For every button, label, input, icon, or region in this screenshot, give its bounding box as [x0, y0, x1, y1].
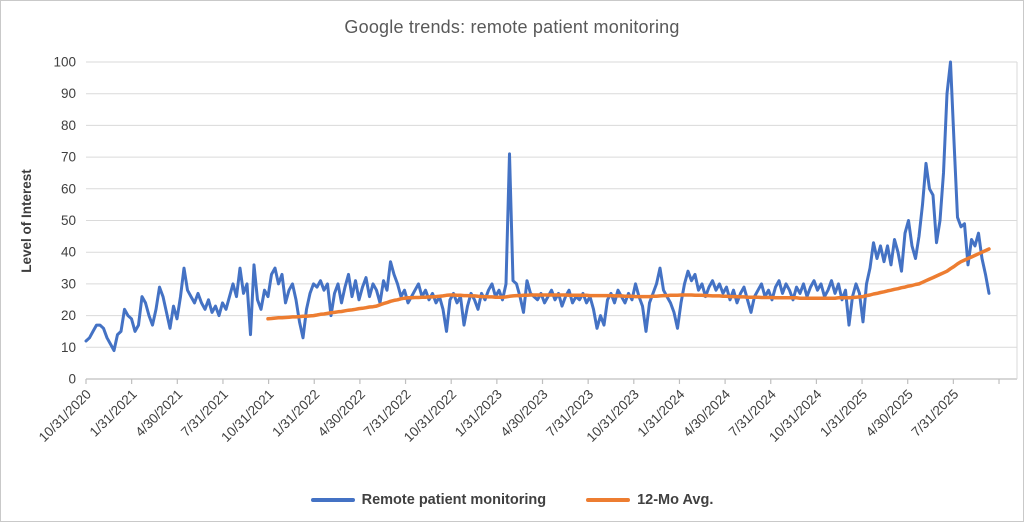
x-tick-label: 4/30/2025: [863, 387, 916, 440]
legend-label: 12-Mo Avg.: [637, 492, 714, 508]
y-tick-label: 80: [61, 118, 76, 133]
y-tick-label: 60: [61, 181, 76, 196]
y-tick-label: 30: [61, 276, 76, 291]
x-tick-label: 10/31/2020: [36, 387, 94, 445]
chart-legend: Remote patient monitoring 12-Mo Avg.: [1, 492, 1023, 508]
x-tick-label: 1/31/2023: [452, 387, 505, 440]
series-line-remote-patient-monitoring: [84, 60, 991, 352]
y-tick-label: 20: [61, 308, 76, 323]
y-axis-title: Level of Interest: [19, 169, 34, 273]
x-tick-label: 4/30/2024: [680, 386, 733, 439]
x-tick-label: 1/31/2021: [87, 387, 140, 440]
x-tick-label: 1/31/2022: [269, 387, 322, 440]
x-tick-label: 1/31/2025: [817, 387, 870, 440]
y-tick-label: 10: [61, 340, 76, 355]
x-tick-label: 4/30/2021: [132, 387, 185, 440]
legend-item-12-mo-avg[interactable]: 12-Mo Avg.: [586, 492, 713, 508]
x-tick-label: 4/30/2023: [498, 387, 551, 440]
x-tick-label: 7/31/2025: [908, 387, 961, 440]
series-line-12-mo-avg: [266, 247, 991, 321]
y-tick-label: 40: [61, 245, 76, 260]
y-tick-label: 0: [68, 372, 76, 387]
y-tick-label: 50: [61, 213, 76, 228]
legend-item-remote-patient-monitoring[interactable]: Remote patient monitoring: [310, 492, 547, 508]
legend-label: Remote patient monitoring: [361, 492, 547, 508]
blue-line-swatch-icon: [310, 498, 355, 502]
y-tick-label: 70: [61, 150, 76, 165]
orange-line-swatch-icon: [586, 498, 631, 502]
chart-title: Google trends: remote patient monitoring: [344, 17, 680, 37]
y-tick-label: 90: [61, 86, 76, 101]
x-tick-label: 4/30/2022: [315, 387, 368, 440]
y-tick-label: 100: [53, 55, 76, 70]
x-tick-label: 1/31/2024: [635, 386, 688, 439]
